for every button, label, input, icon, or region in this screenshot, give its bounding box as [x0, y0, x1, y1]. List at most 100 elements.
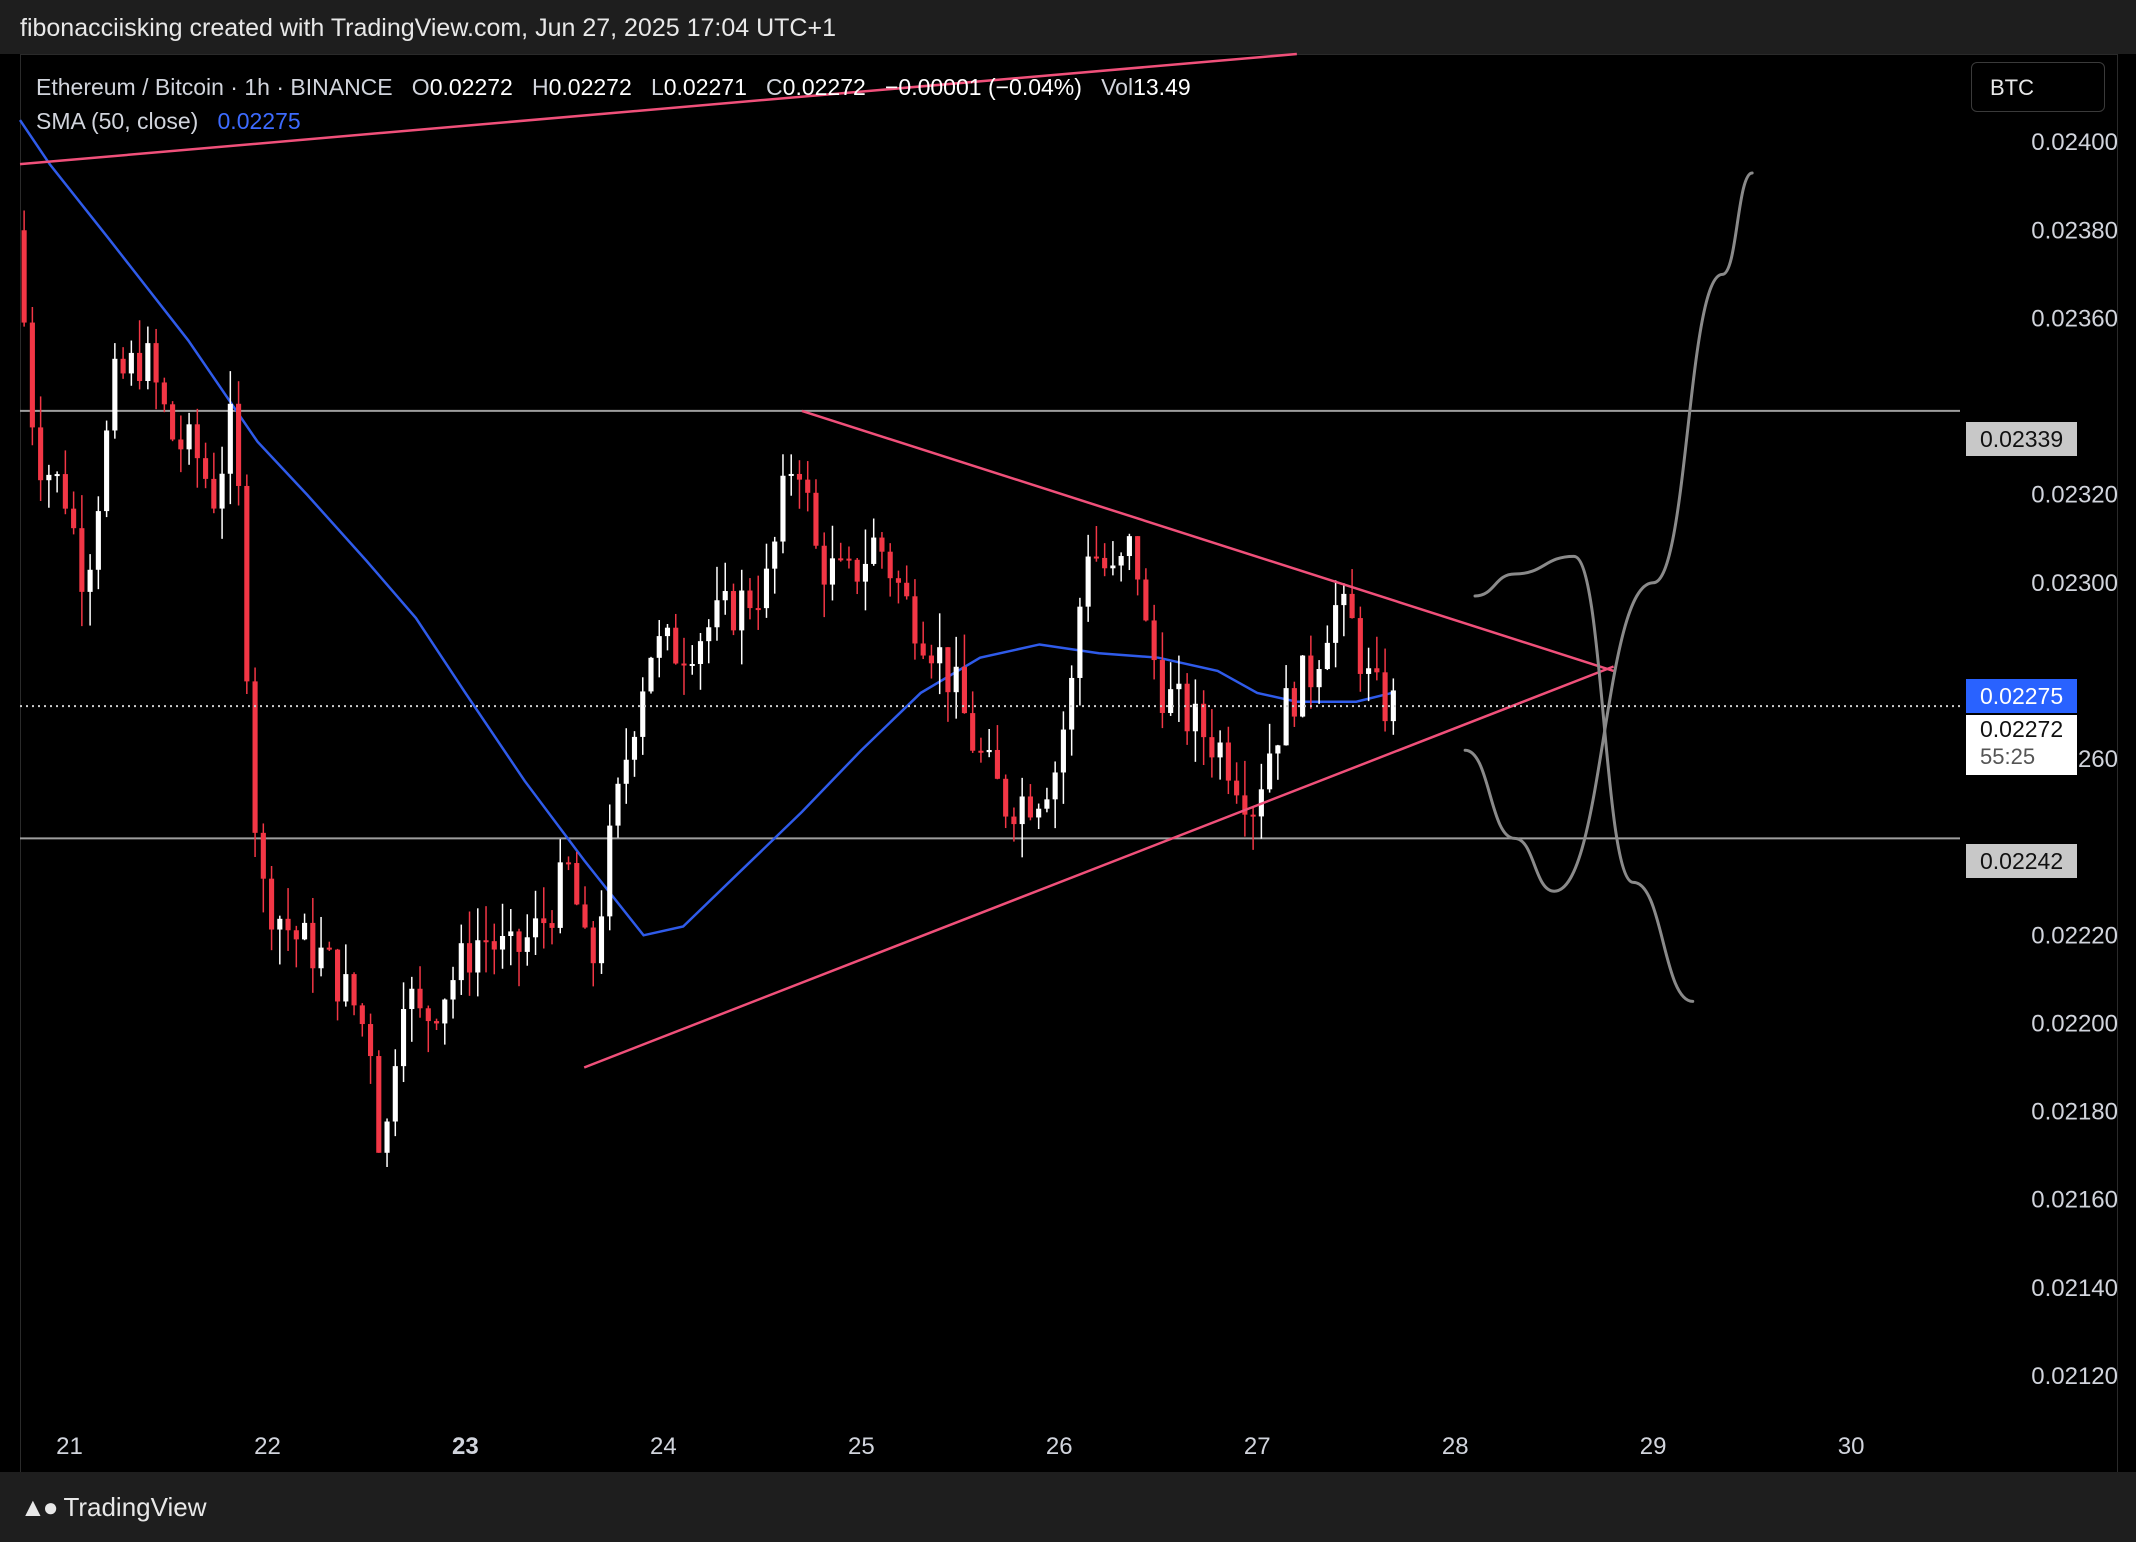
candle-body	[203, 458, 209, 479]
candle-body	[772, 541, 778, 569]
candle-body	[1110, 565, 1116, 569]
candle-body	[211, 478, 217, 509]
candle-body	[1027, 796, 1033, 818]
candle-body	[104, 430, 110, 512]
candle-body	[1366, 668, 1372, 674]
last-price-tag: 0.02272 55:25	[1966, 715, 2078, 775]
sma-layer	[18, 119, 1393, 937]
candle-body	[928, 655, 934, 664]
candle-body	[186, 424, 192, 450]
candle-body	[1077, 606, 1083, 678]
sma-line	[18, 119, 1393, 937]
candle-body	[79, 528, 85, 592]
candle-body	[879, 537, 885, 552]
candle-body	[1151, 620, 1157, 661]
tradingview-logo[interactable]: ▲● TradingView	[20, 1492, 207, 1523]
candle-body	[582, 904, 588, 928]
candle-body	[730, 591, 737, 631]
candle-body	[904, 582, 910, 597]
candle-body	[260, 832, 266, 879]
projection-path-1	[1463, 171, 1754, 893]
candle-body	[623, 759, 629, 784]
candle-body	[681, 663, 687, 666]
lower-level-tag: 0.02242	[1966, 844, 2078, 878]
candle-body	[780, 475, 786, 542]
candle-body	[46, 474, 52, 481]
candle-body	[1085, 556, 1091, 607]
sma-label: SMA (50, close)	[36, 108, 199, 134]
candle-body	[400, 1009, 407, 1067]
author-credit: fibonacciisking created with TradingView…	[20, 14, 836, 42]
candle-body	[269, 878, 275, 930]
candle-body	[38, 427, 44, 481]
candle-body	[689, 663, 695, 666]
candle-body	[574, 863, 580, 905]
sma-row[interactable]: SMA (50, close) 0.02275	[36, 104, 1191, 138]
y-tick-label: 0.02140	[2031, 1275, 2118, 1302]
candle-body	[532, 918, 539, 938]
candle-body	[871, 537, 877, 564]
candle-body	[1316, 669, 1322, 688]
candle-body	[1052, 772, 1058, 800]
candle-body	[1126, 536, 1132, 557]
candle-body	[1209, 737, 1215, 758]
candle-body	[1225, 742, 1231, 781]
candle-body	[1069, 677, 1075, 730]
y-tick-label: 0.02120	[2031, 1363, 2118, 1390]
candle-body	[1044, 799, 1050, 809]
candle-body	[112, 358, 118, 431]
candle-body	[961, 666, 967, 714]
projections	[1463, 171, 1754, 1003]
candle-body	[598, 916, 605, 964]
candle-body	[796, 473, 803, 480]
trendlines	[19, 52, 1615, 1069]
candle-body	[1267, 753, 1273, 790]
candle-body	[1242, 795, 1248, 815]
candle-body	[392, 1066, 398, 1122]
candle-body	[1184, 683, 1190, 732]
candle-body	[310, 922, 316, 969]
candle-body	[318, 947, 324, 969]
symbol-label[interactable]: Ethereum / Bitcoin · 1h · BINANCE	[36, 74, 393, 100]
candle-body	[1168, 689, 1174, 713]
open-label: O	[411, 74, 430, 100]
candle-body	[549, 923, 555, 928]
candle-body	[747, 590, 753, 609]
candle-body	[1135, 536, 1141, 580]
chart-legend: Ethereum / Bitcoin · 1h · BINANCE O 0.022…	[36, 70, 1191, 138]
low-value: 0.02271	[663, 74, 747, 100]
x-tick-label: 24	[650, 1433, 677, 1460]
x-tick-label: 22	[254, 1433, 281, 1460]
y-tick-label: 0.02380	[2031, 217, 2118, 244]
candle-body	[145, 343, 151, 382]
chart-frame	[20, 54, 2118, 1474]
candle-body	[219, 473, 225, 509]
candle-body	[87, 569, 93, 592]
ohlc-row: Ethereum / Bitcoin · 1h · BINANCE O 0.022…	[36, 70, 1191, 104]
x-tick-label: 30	[1838, 1433, 1865, 1460]
candle-body	[640, 691, 646, 737]
candle-body	[615, 783, 621, 826]
candle-body	[862, 563, 869, 582]
candle-body	[499, 936, 506, 950]
candle-body	[343, 974, 349, 1002]
candle-body	[838, 558, 844, 561]
candle-body	[1324, 642, 1330, 670]
candle-body	[21, 230, 27, 323]
candle-body	[433, 1021, 440, 1024]
top-bar: fibonacciisking created with TradingView…	[0, 0, 2136, 54]
candle-body	[137, 352, 143, 382]
candle-body	[590, 927, 596, 964]
y-tick-label: 0.02200	[2031, 1010, 2118, 1037]
candle-body	[706, 627, 712, 642]
candle-body	[1300, 655, 1306, 717]
x-tick-label: 23	[452, 1433, 479, 1460]
candle-body	[739, 590, 745, 631]
projection-path-0	[1473, 554, 1695, 1003]
currency-button[interactable]: BTC	[1971, 62, 2105, 112]
candle-body	[161, 382, 167, 405]
candle-body	[1036, 808, 1042, 818]
candle-body	[788, 473, 794, 476]
candle-body	[326, 947, 332, 950]
